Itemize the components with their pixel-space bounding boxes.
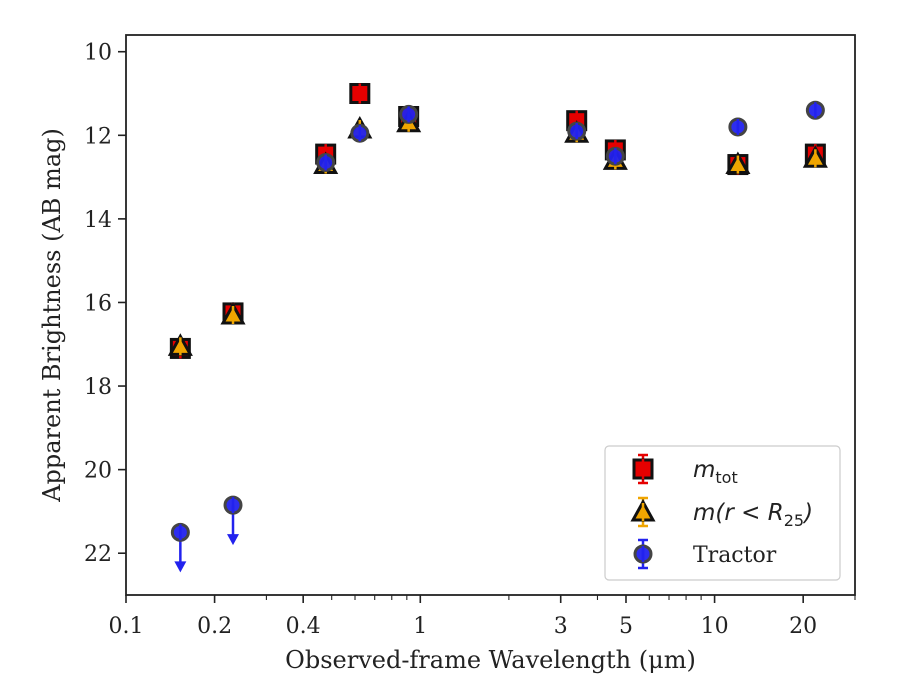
data-point-circle (350, 123, 370, 143)
y-tick-label: 18 (84, 375, 112, 400)
upper-limit-arrowhead (174, 561, 187, 573)
y-axis-label: Apparent Brightness (AB mag) (38, 128, 66, 503)
data-points (167, 83, 828, 573)
x-tick-label: 0.4 (286, 614, 321, 639)
y-tick-label: 14 (84, 208, 112, 233)
x-tick-label: 0.2 (197, 614, 232, 639)
data-point-circle (316, 152, 336, 172)
y-tick-label: 16 (84, 291, 112, 316)
y-tick-label: 22 (84, 542, 112, 567)
x-tick-label: 1 (413, 614, 427, 639)
x-tick-label: 20 (789, 614, 817, 639)
data-point-triangle (802, 145, 828, 168)
data-point-circle (605, 146, 625, 166)
legend-label: mtot (693, 457, 738, 487)
y-tick-label: 20 (84, 459, 112, 484)
data-point-circle (170, 522, 190, 573)
legend-entry: m(r < R25) (630, 496, 813, 530)
x-tick-label: 0.1 (109, 614, 144, 639)
data-point-circle (567, 121, 587, 141)
y-tick-label: 12 (84, 124, 112, 149)
data-point-circle (399, 104, 419, 124)
legend-label: m(r < R25) (693, 500, 813, 530)
upper-limit-arrowhead (227, 534, 240, 546)
x-tick-label: 3 (554, 614, 568, 639)
legend-box (604, 445, 841, 581)
x-tick-label: 10 (701, 614, 729, 639)
x-axis-label: Observed-frame Wavelength (μm) (285, 646, 696, 674)
legend-entry: mtot (632, 453, 738, 487)
y-tick-label: 10 (84, 41, 112, 66)
data-point-circle (223, 495, 243, 546)
legend: mtot m(r < R25) Tractor (604, 445, 841, 581)
data-point-square (349, 83, 371, 105)
legend-entry: Tractor (633, 538, 777, 570)
data-point-triangle (220, 301, 246, 325)
data-point-circle (728, 117, 748, 137)
x-tick-label: 5 (619, 614, 633, 639)
data-point-circle (805, 100, 825, 120)
axis-ticks: 0.1 0.2 0.4 1 3 5 10 20 10 12 14 16 18 20 22 (84, 41, 856, 639)
plot-frame (125, 34, 856, 596)
data-point-triangle (725, 151, 751, 175)
data-point-triangle (167, 333, 193, 356)
legend-label: Tractor (693, 543, 777, 568)
